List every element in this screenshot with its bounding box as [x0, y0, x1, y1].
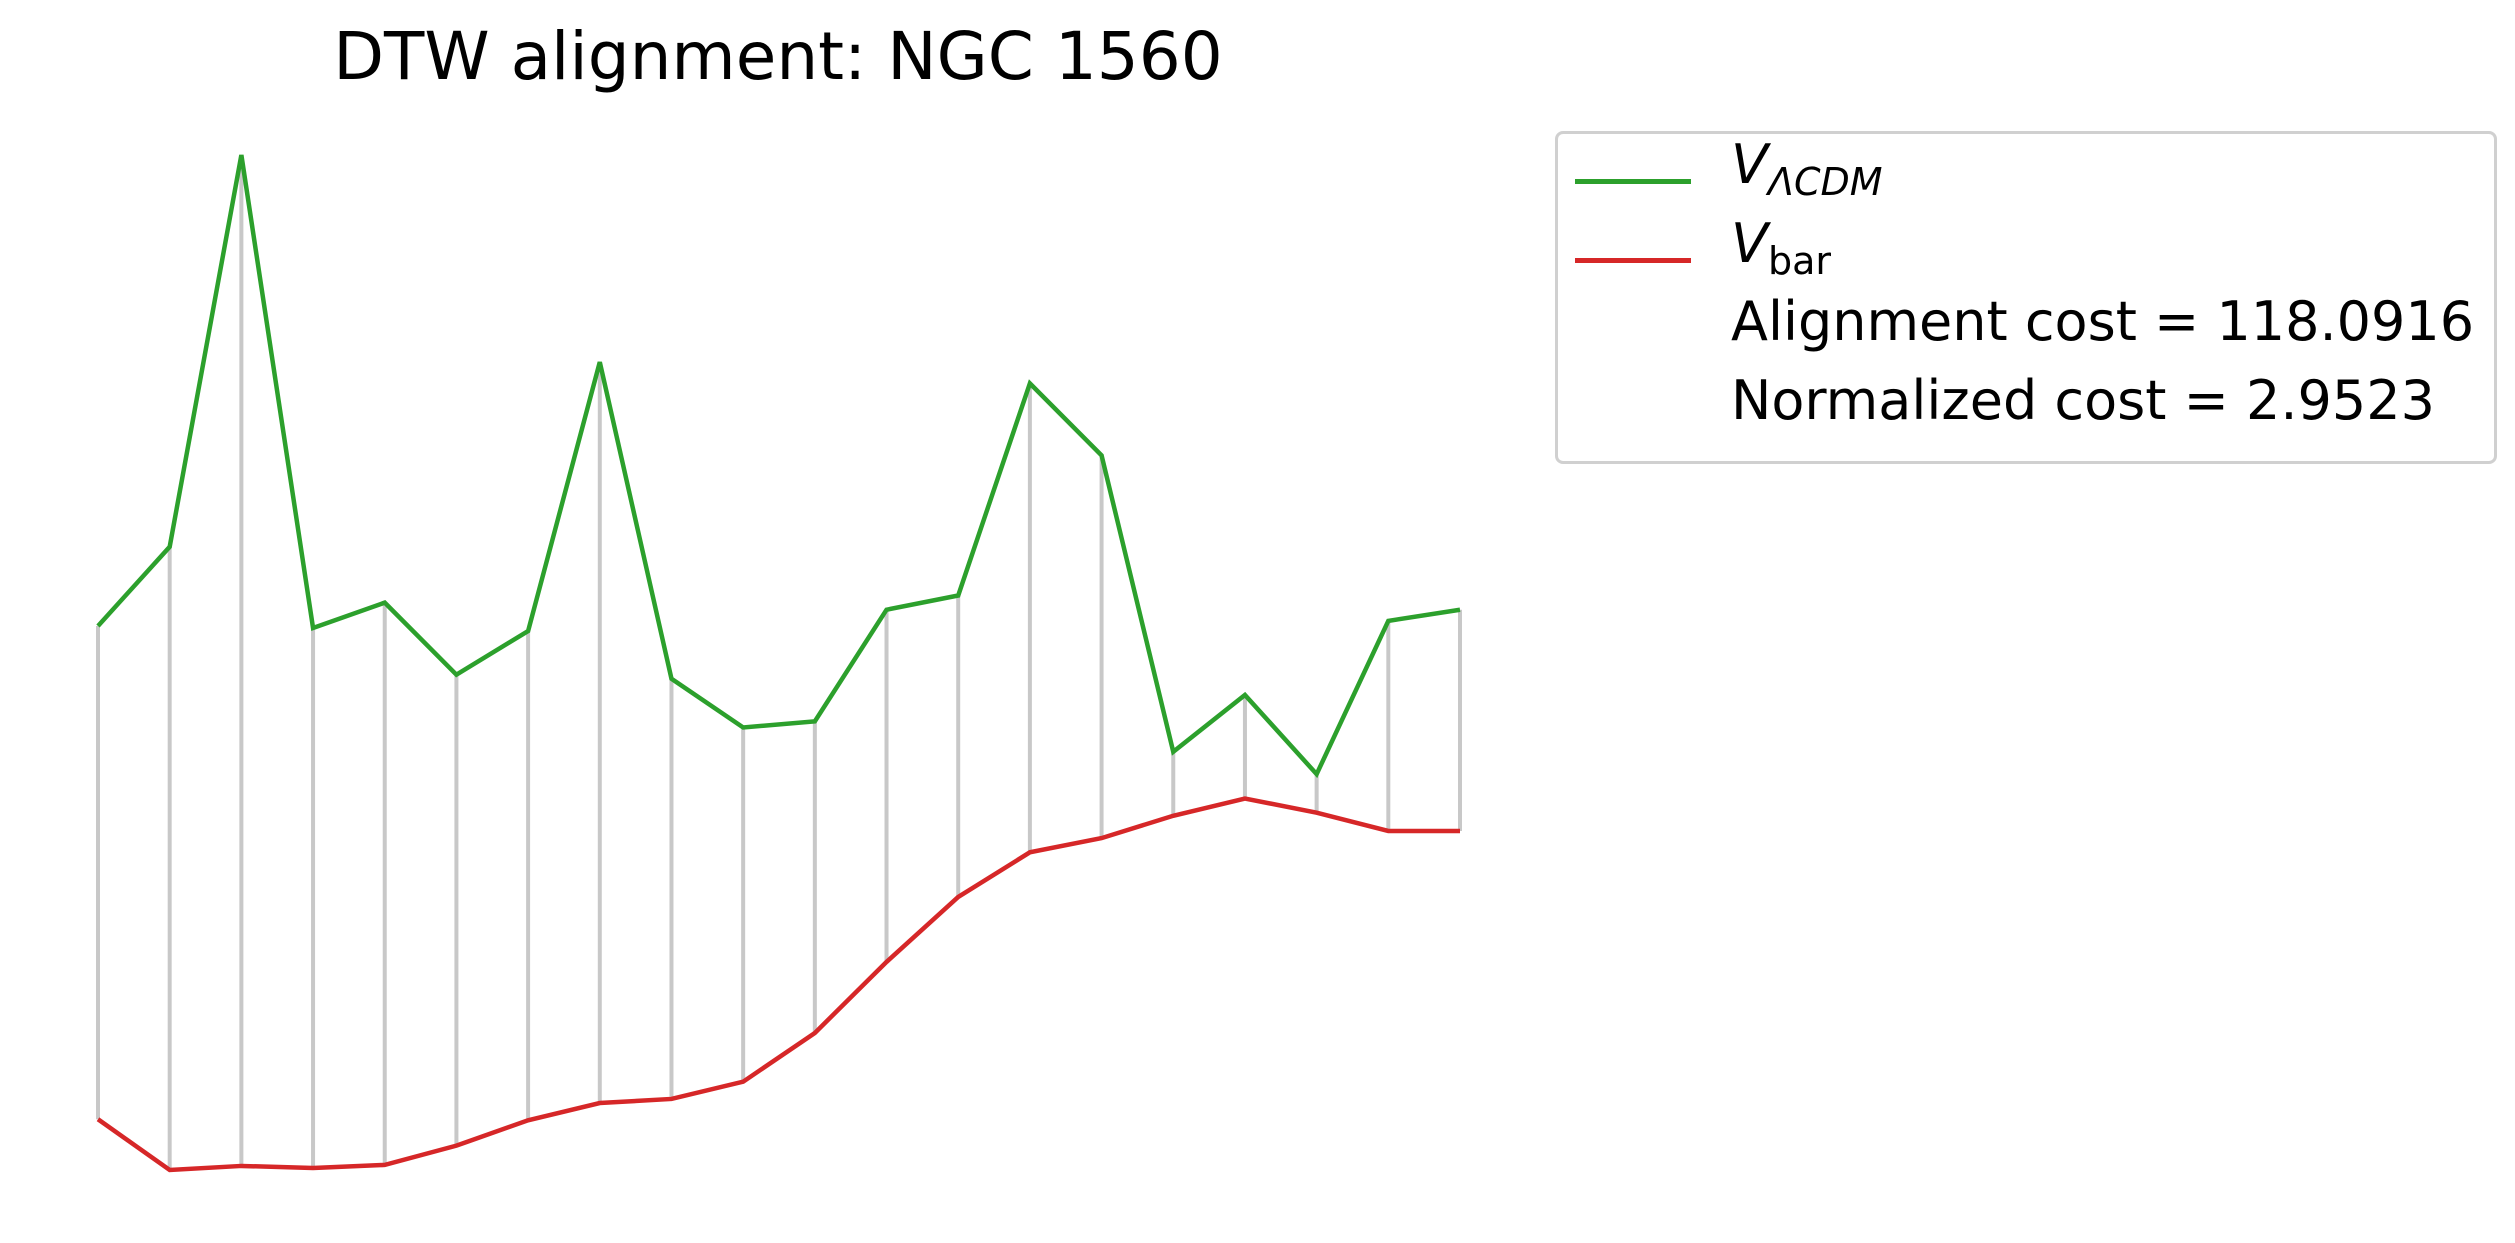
legend-swatch-lcdm — [1575, 179, 1691, 184]
series-line-lcdm — [96, 154, 1461, 779]
legend-label-vbar-sub: bar — [1767, 239, 1831, 283]
legend: VΛCDM Vbar Alignment cost = 118.0916 Nor… — [1555, 131, 2497, 464]
legend-label-lcdm-main: V — [1731, 133, 1768, 196]
legend-label-lcdm: VΛCDM — [1731, 130, 1883, 201]
alignment-lines — [96, 155, 1462, 1170]
legend-alignment-cost: Alignment cost = 118.0916 — [1731, 290, 2475, 353]
legend-label-vbar-main: V — [1731, 212, 1768, 275]
legend-normalized-cost: Normalized cost = 2.9523 — [1731, 369, 2435, 432]
series-line-vbar — [96, 796, 1460, 1173]
series-lines — [96, 154, 1461, 1173]
chart-title: DTW alignment: NGC 1560 — [333, 18, 1223, 95]
legend-label-vbar: Vbar — [1731, 209, 1831, 280]
legend-swatch-vbar — [1575, 258, 1691, 263]
legend-label-lcdm-sub: ΛCDM — [1767, 160, 1883, 204]
